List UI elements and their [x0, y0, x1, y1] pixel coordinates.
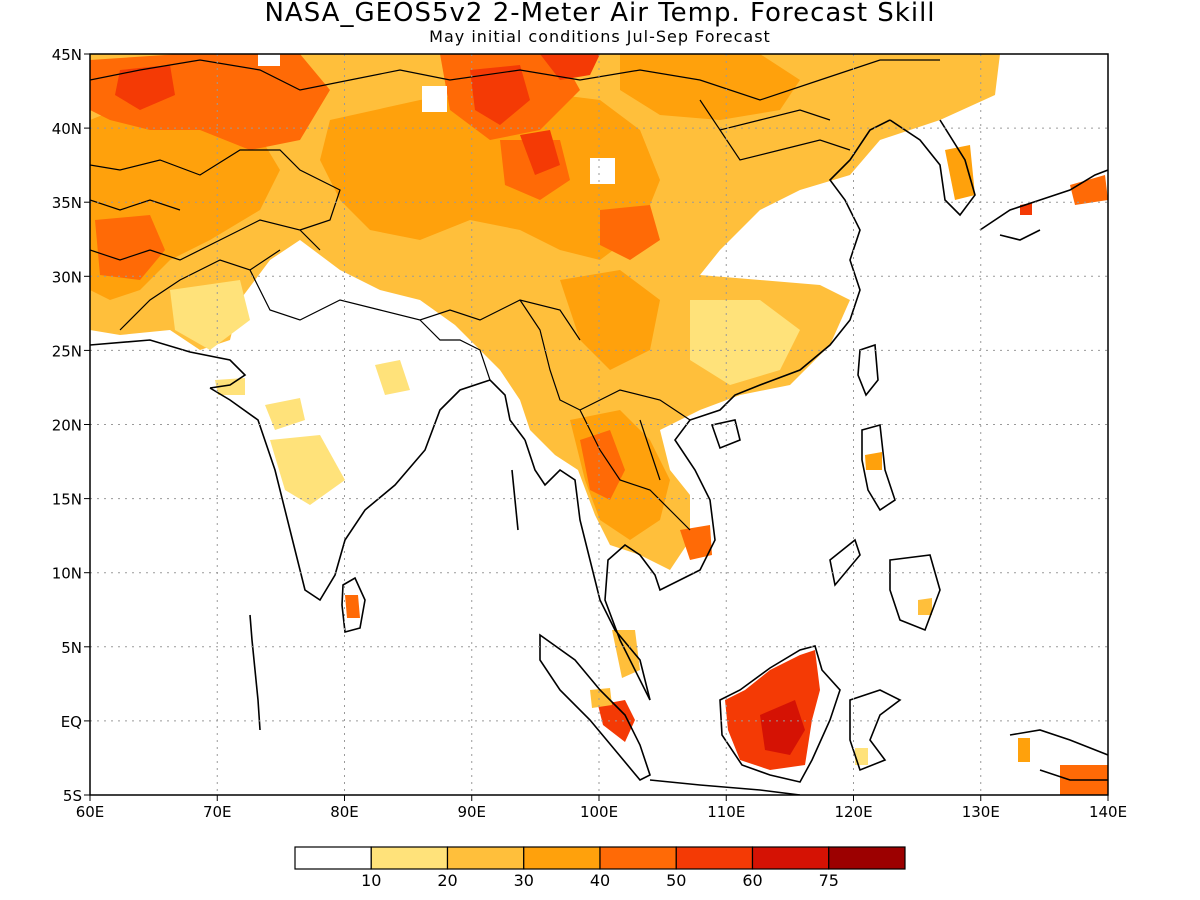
lon-tick-label: 130E [962, 803, 1000, 821]
colorbar-swatch [751, 846, 830, 870]
coast-japan [979, 169, 1108, 241]
skill-gap-3 [258, 54, 280, 66]
colorbar-label: 75 [819, 871, 839, 890]
coast-andaman [511, 469, 519, 531]
skill-region-qinghai [520, 130, 560, 175]
coast-newguinea [1009, 729, 1108, 781]
coast-srilanka [341, 576, 366, 634]
skill-region-japan-1 [1070, 175, 1108, 205]
coast-hainan [710, 419, 741, 450]
lon-tick-label: 140E [1089, 803, 1127, 821]
lat-tick-label: 40N [52, 120, 82, 138]
lat-tick-label: EQ [61, 713, 82, 731]
map-title: NASA_GEOS5v2 2-Meter Air Temp. Forecast … [264, 0, 936, 28]
skill-region-gobi [470, 65, 530, 125]
graticule [90, 54, 1108, 795]
skill-region-altai [540, 54, 600, 80]
lat-tick-label: 25N [52, 342, 82, 360]
lat-tick-label: 5N [61, 639, 82, 657]
colorbar-swatch [675, 846, 754, 870]
lon-tick-labels: 60E 70E 80E 90E 100E 110E 120E 130E 140E [76, 803, 1127, 821]
skill-region-central-asia [90, 54, 1000, 570]
skill-region-kazakh [115, 65, 175, 110]
skill-gap-2 [590, 158, 615, 184]
coast-borneo [719, 645, 841, 783]
colorbar-swatch [523, 846, 601, 870]
skill-region-mongolia [620, 54, 800, 120]
skill-region-sumatra-south [590, 688, 612, 708]
coast-korea [889, 119, 976, 217]
skill-region-india-3 [375, 360, 410, 395]
colorbar-swatch [828, 846, 906, 870]
lat-tick-label: 30N [52, 268, 82, 286]
skill-gap-1 [422, 86, 447, 112]
skill-region-mindanao [918, 598, 932, 615]
skill-region-india-1 [265, 398, 305, 430]
skill-shading [90, 54, 1108, 795]
lon-tick-label: 120E [834, 803, 872, 821]
colorbar-label: 40 [590, 871, 610, 890]
skill-region-moluccas [1018, 738, 1030, 762]
coast-java [649, 779, 801, 795]
coast-taiwan [857, 343, 879, 397]
tick-marks [84, 53, 1109, 801]
colorbar-label: 50 [666, 871, 686, 890]
lat-tick-label: 45N [52, 46, 82, 64]
lat-tick-label: 10N [52, 565, 82, 583]
lon-tick-label: 80E [330, 803, 359, 821]
skill-region-borneo-core [760, 700, 805, 755]
coast-sulawesi [849, 689, 902, 772]
colorbar-swatch [446, 846, 525, 870]
lat-tick-label: 5S [63, 787, 82, 805]
lat-tick-label: 15N [52, 491, 82, 509]
coast-maldives [249, 614, 261, 731]
coast-palawan [829, 538, 861, 587]
skill-region-south-china [690, 300, 800, 385]
skill-region-india-4 [215, 378, 245, 395]
skill-region-philippines [865, 452, 882, 470]
coast-luzon [861, 423, 896, 512]
skill-region-india-2 [270, 435, 345, 505]
lat-tick-labels: 45N 40N 35N 30N 25N 20N 15N 10N 5N EQ 5S [52, 46, 82, 805]
coast-mindanao [889, 554, 941, 632]
colorbar-label: 60 [742, 871, 762, 890]
skill-region-vietnam [680, 525, 712, 560]
map-subtitle: May initial conditions Jul-Sep Forecast [429, 27, 771, 46]
lon-tick-label: 90E [457, 803, 486, 821]
coast-arabia-iran [90, 339, 247, 389]
colorbar: 10 20 30 40 50 60 75 [294, 846, 906, 890]
skill-region-korea [945, 145, 975, 200]
lon-tick-label: 70E [203, 803, 232, 821]
colorbar-swatch [370, 846, 449, 870]
skill-region-srilanka [345, 595, 360, 618]
colorbar-label: 20 [437, 871, 457, 890]
skill-region-sichuan [600, 205, 660, 260]
colorbar-label: 10 [361, 871, 381, 890]
country-borders [90, 59, 940, 531]
skill-region-tibet [320, 90, 660, 260]
coast-burma-malaya [524, 439, 651, 701]
skill-region-pakistan [170, 280, 250, 350]
coast-sumatra [539, 633, 651, 781]
lon-tick-label: 110E [707, 803, 745, 821]
skill-region-iran [95, 215, 165, 280]
colorbar-label: 30 [514, 871, 534, 890]
coast-india [209, 379, 526, 602]
lon-tick-label: 60E [76, 803, 105, 821]
skill-region-sulawesi [855, 748, 868, 765]
lat-tick-label: 20N [52, 417, 82, 435]
lon-tick-label: 100E [580, 803, 618, 821]
colorbar-swatch [599, 846, 677, 870]
skill-region-thailand [580, 430, 625, 500]
colorbar-swatch [294, 846, 372, 870]
skill-region-central-china [560, 270, 660, 370]
lat-tick-label: 35N [52, 194, 82, 212]
